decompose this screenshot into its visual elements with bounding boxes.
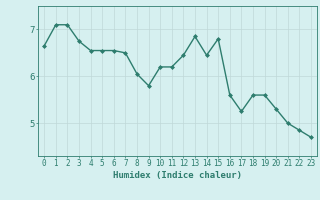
X-axis label: Humidex (Indice chaleur): Humidex (Indice chaleur)	[113, 171, 242, 180]
